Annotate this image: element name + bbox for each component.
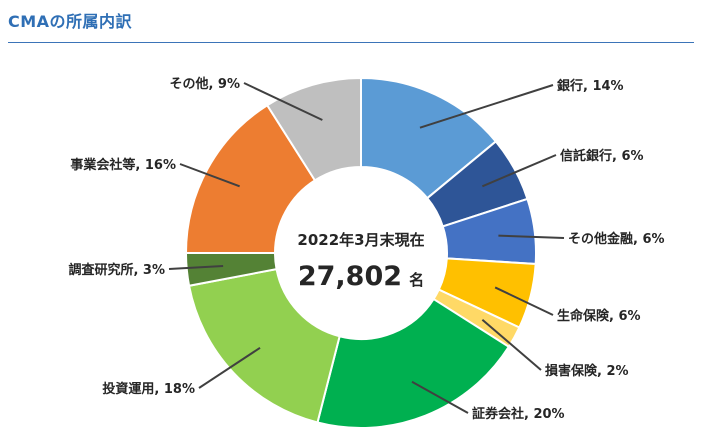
slice-label-5: 損害保険, 2% — [545, 363, 629, 379]
slice-label-8: 調査研究所, 3% — [68, 262, 165, 278]
leader-line-2 — [481, 154, 557, 188]
slice-label-4: 生命保険, 6% — [557, 308, 641, 324]
slice-label-6: 証券会社, 20% — [472, 406, 565, 422]
slice-label-3: その他金融, 6% — [568, 231, 665, 247]
leader-lines — [168, 82, 565, 414]
donut-slices — [184, 76, 537, 429]
center-total-unit: 名 — [409, 271, 424, 289]
slice-label-10: その他, 9% — [169, 76, 240, 92]
donut-slice-10 — [265, 76, 362, 182]
donut-hole — [276, 168, 446, 338]
leader-line-5 — [481, 318, 542, 371]
slice-labels: 銀行, 14% 信託銀行, 6% その他金融, 6% 生命保険, 6% 損害保険, 2%… — [68, 76, 664, 422]
leader-line-3 — [498, 234, 565, 239]
title-divider — [8, 42, 694, 43]
leader-line-4 — [494, 286, 554, 316]
leader-line-7 — [198, 346, 261, 389]
slice-label-1: 銀行, 14% — [557, 78, 624, 94]
slice-label-9: 事業会社等, 16% — [70, 157, 176, 173]
center-total: 27,802 名 — [298, 261, 424, 292]
leader-line-1 — [419, 84, 554, 129]
leader-line-8 — [168, 265, 224, 270]
leader-line-10 — [243, 82, 323, 121]
donut-slice-7 — [187, 267, 341, 424]
donut-slice-6 — [316, 297, 511, 429]
leader-line-6 — [411, 380, 469, 414]
page-title: CMAの所属内訳 — [8, 12, 133, 31]
center-total-value: 27,802 — [298, 261, 402, 292]
leader-line-9 — [179, 163, 240, 188]
slice-label-7: 投資運用, 18% — [102, 381, 195, 397]
center-caption: 2022年3月末現在 — [297, 231, 424, 249]
slice-label-2: 信託銀行, 6% — [560, 148, 644, 164]
